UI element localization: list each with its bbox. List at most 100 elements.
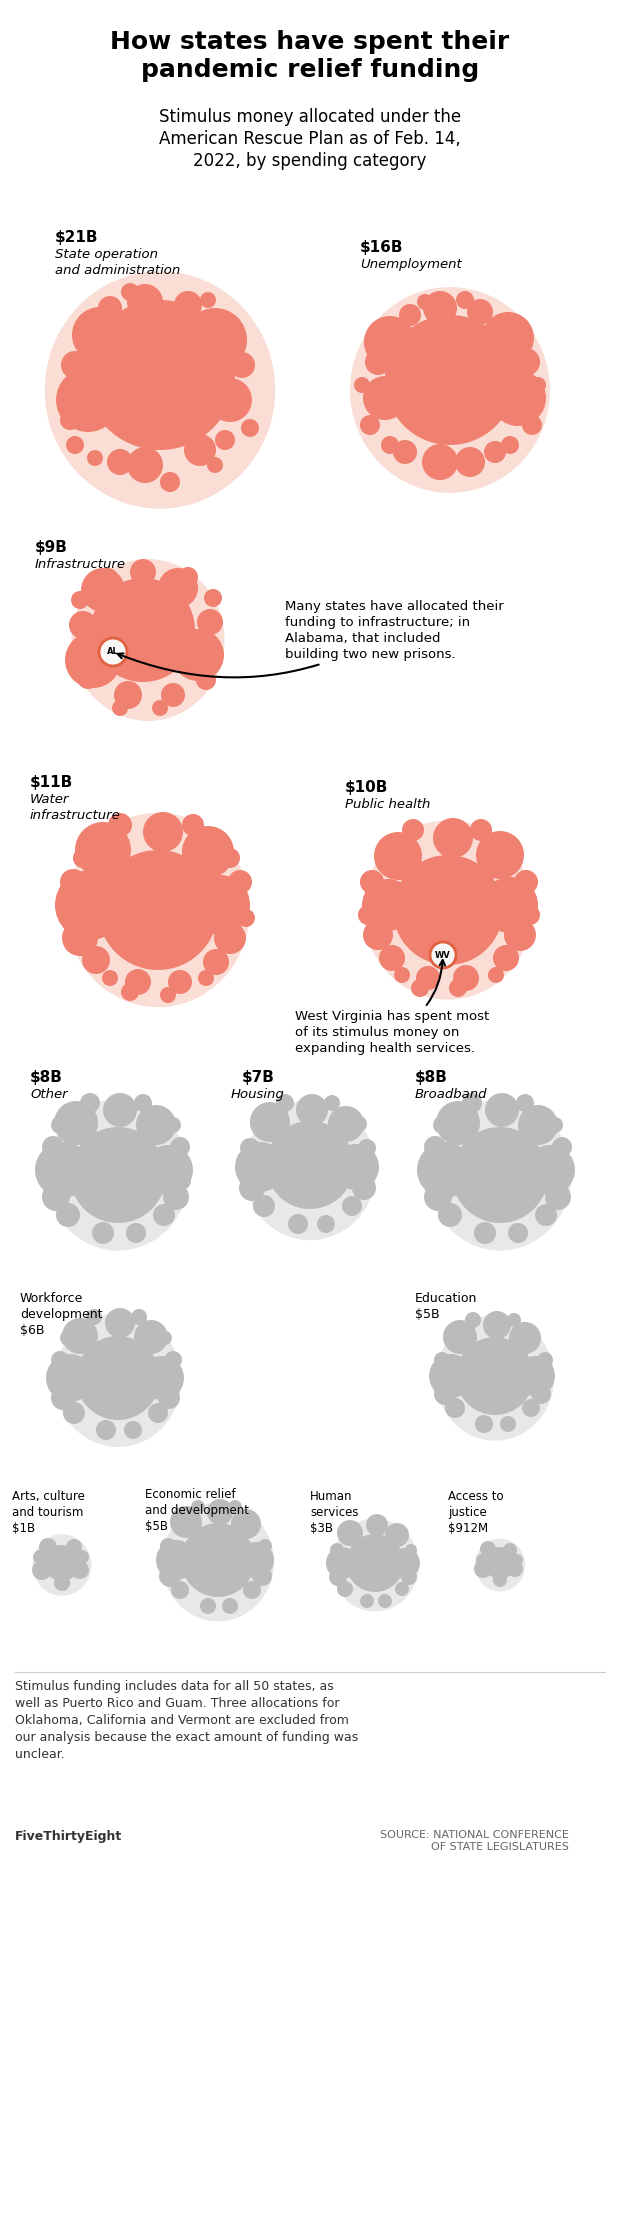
Circle shape xyxy=(96,1420,116,1440)
Circle shape xyxy=(163,1183,189,1210)
Circle shape xyxy=(164,1350,182,1368)
Circle shape xyxy=(438,1203,462,1228)
Circle shape xyxy=(482,312,534,364)
Circle shape xyxy=(203,949,229,975)
Circle shape xyxy=(433,817,473,857)
Ellipse shape xyxy=(71,558,224,721)
Circle shape xyxy=(547,1116,563,1134)
Circle shape xyxy=(196,670,216,690)
Circle shape xyxy=(61,350,89,379)
Circle shape xyxy=(69,612,97,638)
Circle shape xyxy=(374,833,422,879)
Circle shape xyxy=(70,1127,166,1223)
Circle shape xyxy=(231,1509,261,1540)
Circle shape xyxy=(514,870,538,895)
Circle shape xyxy=(35,1143,91,1199)
Circle shape xyxy=(358,1138,376,1156)
Circle shape xyxy=(71,1560,89,1578)
Text: $10B: $10B xyxy=(345,779,388,795)
Circle shape xyxy=(191,1500,205,1513)
Circle shape xyxy=(363,920,393,951)
Circle shape xyxy=(417,1143,473,1199)
Circle shape xyxy=(198,971,214,987)
Text: $7B: $7B xyxy=(242,1069,275,1085)
Circle shape xyxy=(60,411,80,431)
Circle shape xyxy=(518,1105,558,1145)
Circle shape xyxy=(42,1174,58,1190)
Circle shape xyxy=(121,982,139,1000)
Circle shape xyxy=(484,1547,516,1578)
Circle shape xyxy=(228,870,252,895)
Circle shape xyxy=(178,567,198,587)
Circle shape xyxy=(434,1353,450,1368)
Circle shape xyxy=(175,1174,191,1190)
Circle shape xyxy=(324,1096,340,1112)
Text: Education
$5B: Education $5B xyxy=(415,1292,477,1321)
Text: $8B: $8B xyxy=(415,1069,448,1085)
Circle shape xyxy=(337,1520,363,1547)
Circle shape xyxy=(462,1094,482,1114)
Circle shape xyxy=(480,1540,496,1558)
Circle shape xyxy=(411,980,429,998)
Text: Economic relief
and development
$5B: Economic relief and development $5B xyxy=(145,1489,249,1533)
Circle shape xyxy=(60,1330,76,1346)
Ellipse shape xyxy=(331,1518,419,1612)
Ellipse shape xyxy=(436,1315,554,1440)
Circle shape xyxy=(328,1107,364,1143)
Circle shape xyxy=(131,1308,147,1326)
Ellipse shape xyxy=(350,288,550,493)
Circle shape xyxy=(87,451,103,466)
Circle shape xyxy=(455,446,485,478)
Text: Infrastructure: Infrastructure xyxy=(35,558,126,571)
Circle shape xyxy=(103,1094,137,1127)
Circle shape xyxy=(215,431,235,451)
Circle shape xyxy=(452,1127,548,1223)
Circle shape xyxy=(470,819,492,841)
Ellipse shape xyxy=(244,1100,376,1241)
Circle shape xyxy=(252,1567,272,1587)
Circle shape xyxy=(160,471,180,491)
Circle shape xyxy=(476,830,524,879)
Ellipse shape xyxy=(46,1100,189,1250)
Circle shape xyxy=(140,1357,184,1399)
Circle shape xyxy=(51,1116,69,1134)
Circle shape xyxy=(511,1553,523,1567)
Circle shape xyxy=(158,567,198,607)
Circle shape xyxy=(512,348,540,375)
Circle shape xyxy=(77,667,99,690)
Circle shape xyxy=(156,1540,196,1580)
Circle shape xyxy=(200,292,216,308)
Text: West Virginia has spent most
of its stimulus money on
expanding health services.: West Virginia has spent most of its stim… xyxy=(295,960,489,1056)
Text: WV: WV xyxy=(435,951,451,960)
Circle shape xyxy=(62,1319,98,1355)
Text: AL: AL xyxy=(107,647,119,656)
Circle shape xyxy=(333,1145,379,1190)
Circle shape xyxy=(504,920,536,951)
Circle shape xyxy=(183,308,247,373)
Text: $11B: $11B xyxy=(30,775,73,790)
Circle shape xyxy=(337,1580,353,1598)
Circle shape xyxy=(229,353,255,377)
Circle shape xyxy=(51,1350,69,1368)
Ellipse shape xyxy=(45,272,275,509)
Ellipse shape xyxy=(33,1533,91,1596)
Circle shape xyxy=(243,1580,261,1598)
Circle shape xyxy=(467,299,493,326)
Text: $8B: $8B xyxy=(30,1069,63,1085)
Circle shape xyxy=(98,850,218,971)
Circle shape xyxy=(488,966,504,982)
Circle shape xyxy=(136,1105,176,1145)
Circle shape xyxy=(516,1094,534,1112)
Circle shape xyxy=(394,966,410,982)
Circle shape xyxy=(160,987,176,1002)
Circle shape xyxy=(107,449,133,475)
Circle shape xyxy=(207,458,223,473)
Text: Housing: Housing xyxy=(231,1087,285,1100)
Circle shape xyxy=(365,348,391,375)
Circle shape xyxy=(158,1330,172,1346)
Circle shape xyxy=(485,1094,519,1127)
Circle shape xyxy=(102,971,118,987)
Circle shape xyxy=(182,815,204,837)
Circle shape xyxy=(114,681,142,710)
Circle shape xyxy=(51,1386,75,1411)
